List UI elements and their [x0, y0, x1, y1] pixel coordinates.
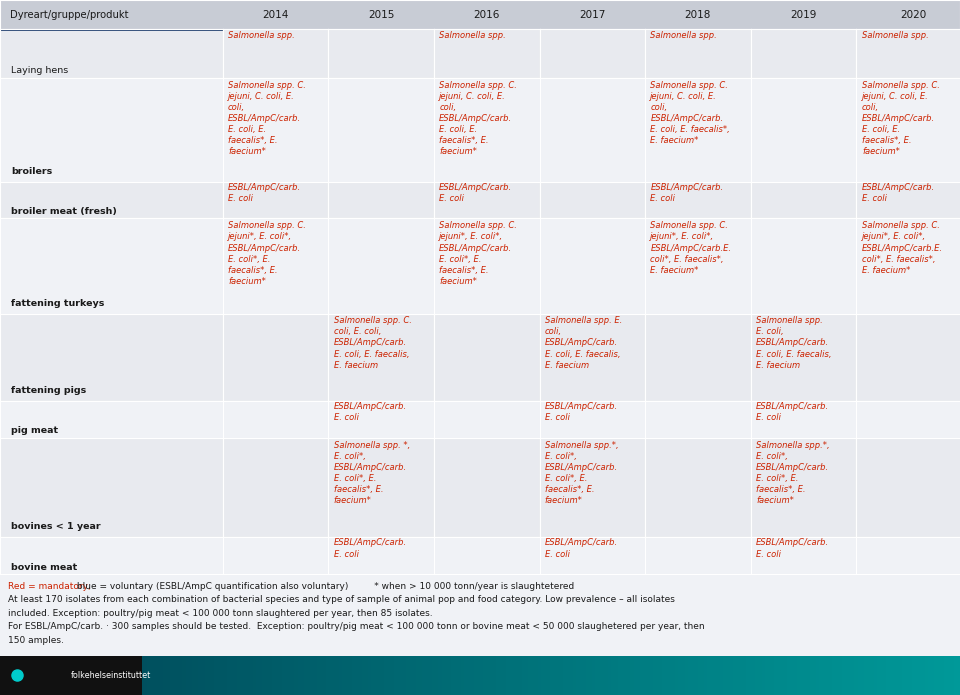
Text: Salmonella spp. C.
jejuni, C. coli, E.
coli,
ESBL/AmpC/carb.
E. coli, E.
faecali: Salmonella spp. C. jejuni, C. coli, E. c…: [862, 81, 940, 156]
Text: ESBL/AmpC/carb.
E. coli: ESBL/AmpC/carb. E. coli: [756, 402, 829, 422]
Text: Salmonella spp.: Salmonella spp.: [440, 31, 506, 40]
Text: broilers: broilers: [12, 167, 53, 176]
Text: Salmonella spp. C.
jejuni*, E. coli*,
ESBL/AmpC/carb.
E. coli*, E.
faecalis*, E.: Salmonella spp. C. jejuni*, E. coli*, ES…: [228, 221, 306, 286]
Text: 150 amples.: 150 amples.: [8, 636, 64, 645]
Text: included. Exception: poultry/pig meat < 100 000 tonn slaughtered per year, then : included. Exception: poultry/pig meat < …: [8, 609, 433, 618]
Text: Salmonella spp.*,
E. coli*,
ESBL/AmpC/carb.
E. coli*, E.
faecalis*, E.
faecium*: Salmonella spp.*, E. coli*, ESBL/AmpC/ca…: [756, 441, 829, 505]
Text: ESBL/AmpC/carb.
E. coli: ESBL/AmpC/carb. E. coli: [545, 402, 618, 422]
Text: Salmonella spp. E.
coli,
ESBL/AmpC/carb.
E. coli, E. faecalis,
E. faecium: Salmonella spp. E. coli, ESBL/AmpC/carb.…: [545, 316, 622, 370]
Text: Salmonella spp. *,
E. coli*,
ESBL/AmpC/carb.
E. coli*, E.
faecalis*, E.
faecium*: Salmonella spp. *, E. coli*, ESBL/AmpC/c…: [334, 441, 410, 505]
Text: Salmonella spp.: Salmonella spp.: [651, 31, 717, 40]
Text: fattening pigs: fattening pigs: [12, 386, 86, 395]
Text: Salmonella spp. C.
jejuni*, E. coli*,
ESBL/AmpC/carb.
E. coli*, E.
faecalis*, E.: Salmonella spp. C. jejuni*, E. coli*, ES…: [440, 221, 517, 286]
Text: ESBL/AmpC/carb.
E. coli: ESBL/AmpC/carb. E. coli: [756, 539, 829, 559]
Text: Salmonella spp.
E. coli,
ESBL/AmpC/carb.
E. coli, E. faecalis,
E. faecium: Salmonella spp. E. coli, ESBL/AmpC/carb.…: [756, 316, 831, 370]
Text: 2020: 2020: [900, 10, 926, 19]
Text: ESBL/AmpC/carb.
E. coli: ESBL/AmpC/carb. E. coli: [440, 183, 513, 203]
Text: Laying hens: Laying hens: [12, 65, 68, 74]
Text: Salmonella spp. C.
coli, E. coli,
ESBL/AmpC/carb.
E. coli, E. faecalis,
E. faeci: Salmonella spp. C. coli, E. coli, ESBL/A…: [334, 316, 412, 370]
Text: 2016: 2016: [473, 10, 500, 19]
Text: Salmonella spp. C.
jejuni, C. coli, E.
coli,
ESBL/AmpC/carb.
E. coli, E. faecali: Salmonella spp. C. jejuni, C. coli, E. c…: [651, 81, 731, 145]
Text: broiler meat (fresh): broiler meat (fresh): [12, 207, 117, 216]
Text: Red = mandatory,: Red = mandatory,: [8, 582, 91, 591]
Text: ESBL/AmpC/carb.
E. coli: ESBL/AmpC/carb. E. coli: [334, 539, 407, 559]
Bar: [0, 656, 142, 695]
Text: Salmonella spp. C.
jejuni, C. coli, E.
coli,
ESBL/AmpC/carb.
E. coli, E.
faecali: Salmonella spp. C. jejuni, C. coli, E. c…: [440, 81, 517, 156]
Text: Salmonella spp.*,
E. coli*,
ESBL/AmpC/carb.
E. coli*, E.
faecalis*, E.
faecium*: Salmonella spp.*, E. coli*, ESBL/AmpC/ca…: [545, 441, 618, 505]
Text: ESBL/AmpC/carb.
E. coli: ESBL/AmpC/carb. E. coli: [651, 183, 724, 203]
Text: 2015: 2015: [368, 10, 395, 19]
Text: ESBL/AmpC/carb.
E. coli: ESBL/AmpC/carb. E. coli: [228, 183, 301, 203]
Text: folkehelseinstituttet: folkehelseinstituttet: [71, 671, 152, 680]
Text: Salmonella spp.: Salmonella spp.: [862, 31, 928, 40]
Text: At least 170 isolates from each combination of bacterial species and type of sam: At least 170 isolates from each combinat…: [8, 596, 675, 605]
Text: bovine meat: bovine meat: [12, 563, 78, 572]
Text: Salmonella spp. C.
jejuni, C. coli, E.
coli,
ESBL/AmpC/carb.
E. coli, E.
faecali: Salmonella spp. C. jejuni, C. coli, E. c…: [228, 81, 306, 156]
Text: 2018: 2018: [684, 10, 711, 19]
Text: Salmonella spp. C.
jejuni*, E. coli*,
ESBL/AmpC/carb.E.
coli*, E. faecalis*,
E. : Salmonella spp. C. jejuni*, E. coli*, ES…: [651, 221, 732, 275]
Text: ESBL/AmpC/carb.
E. coli: ESBL/AmpC/carb. E. coli: [862, 183, 935, 203]
Text: ESBL/AmpC/carb.
E. coli: ESBL/AmpC/carb. E. coli: [334, 402, 407, 422]
Text: 2017: 2017: [579, 10, 606, 19]
Text: Salmonella spp.: Salmonella spp.: [228, 31, 295, 40]
Text: fattening turkeys: fattening turkeys: [12, 299, 105, 308]
Text: Salmonella spp. C.
jejuni*, E. coli*,
ESBL/AmpC/carb.E.
coli*, E. faecalis*,
E. : Salmonella spp. C. jejuni*, E. coli*, ES…: [862, 221, 943, 275]
Text: bovines < 1 year: bovines < 1 year: [12, 523, 101, 532]
Text: Dyreart/gruppe/produkt: Dyreart/gruppe/produkt: [10, 10, 128, 19]
Text: 2014: 2014: [262, 10, 289, 19]
Text: blue = voluntary (ESBL/AmpC quantification also voluntary)         * when > 10 0: blue = voluntary (ESBL/AmpC quantificati…: [75, 582, 575, 591]
Text: pig meat: pig meat: [12, 426, 59, 435]
Text: 2019: 2019: [790, 10, 817, 19]
Text: ESBL/AmpC/carb.
E. coli: ESBL/AmpC/carb. E. coli: [545, 539, 618, 559]
Text: For ESBL/AmpC/carb. · 300 samples should be tested.  Exception: poultry/pig meat: For ESBL/AmpC/carb. · 300 samples should…: [8, 622, 705, 631]
